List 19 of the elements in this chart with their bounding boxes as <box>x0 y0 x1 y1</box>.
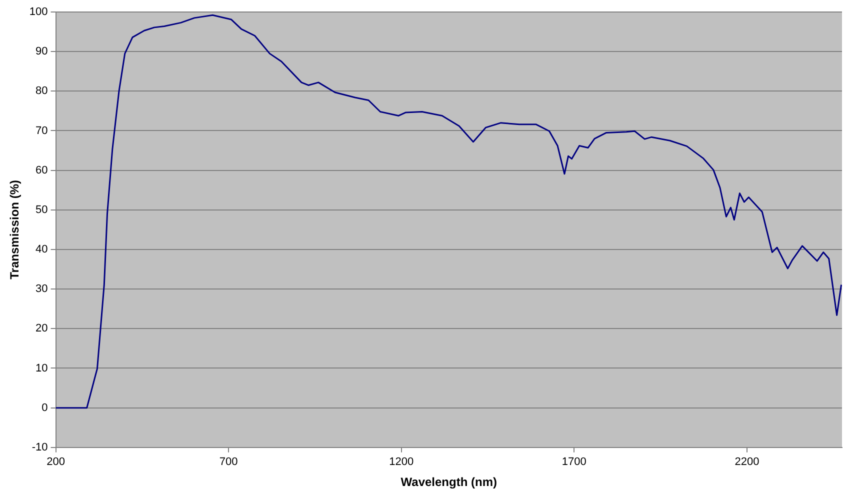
y-tick-label: 90 <box>36 46 48 58</box>
y-tick-label: -10 <box>32 441 48 454</box>
x-tick-label: 200 <box>46 456 65 468</box>
y-tick-label: 10 <box>36 362 48 374</box>
y-tick-label: 0 <box>42 402 48 414</box>
y-tick-label: 20 <box>36 322 48 335</box>
y-tick-label: 40 <box>36 244 48 256</box>
x-axis-title: Wavelength (nm) <box>400 475 497 490</box>
y-tick-label: 30 <box>36 283 48 296</box>
y-tick-label: 50 <box>36 204 48 216</box>
y-tick-label: 80 <box>36 85 48 98</box>
x-tick-label: 700 <box>219 456 238 468</box>
y-tick-label: 100 <box>29 6 48 18</box>
y-tick-label: 60 <box>36 164 48 176</box>
x-tick-label: 1200 <box>389 456 414 468</box>
y-axis-title: Transmission (%) <box>8 180 22 280</box>
x-tick-label: 2200 <box>734 456 760 468</box>
y-tick-label: 70 <box>36 124 48 137</box>
x-tick-label: 1700 <box>562 456 586 468</box>
